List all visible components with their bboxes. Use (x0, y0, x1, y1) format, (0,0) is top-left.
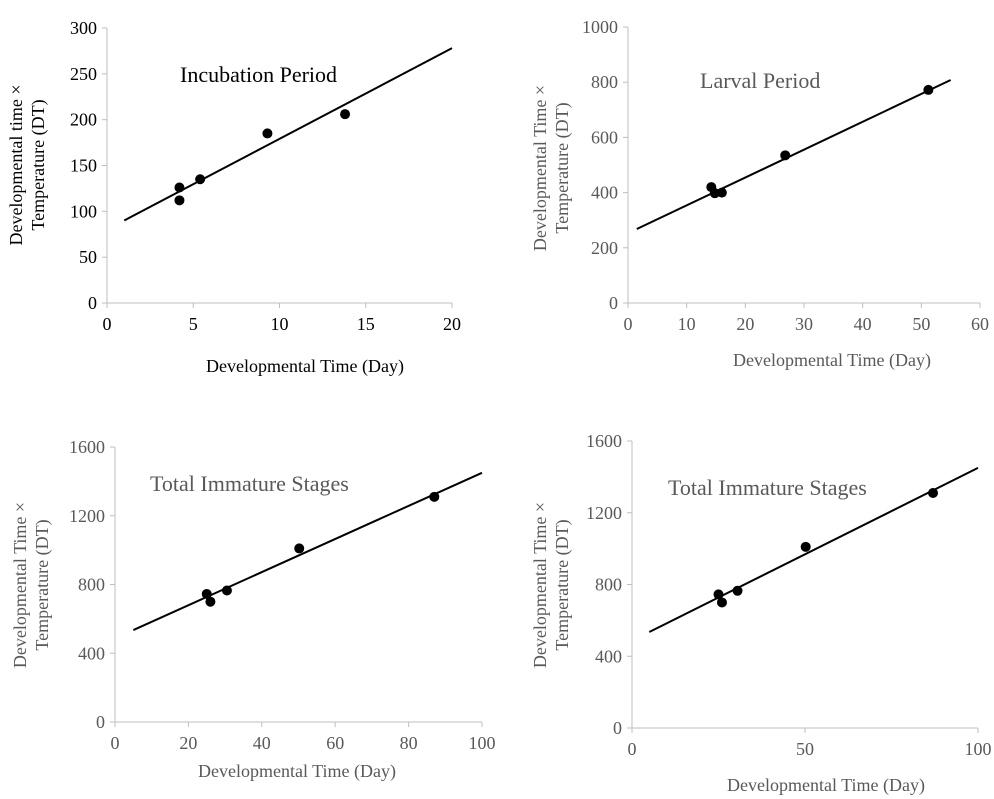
y-tick-label: 0 (96, 712, 105, 732)
y-axis-label: Developmental time × Temperature (DT) (6, 84, 49, 245)
data-point (429, 491, 440, 502)
y-axis-label-line: Developmental Time × (530, 85, 550, 251)
data-point (928, 488, 939, 499)
data-point (800, 541, 811, 552)
x-tick-label: 0 (624, 314, 633, 334)
y-tick-label: 1200 (69, 506, 105, 526)
data-point (262, 128, 273, 139)
y-tick-label: 200 (591, 238, 618, 258)
x-tick-label: 20 (179, 733, 197, 753)
y-axis-label-line: Developmental Time × (10, 502, 30, 668)
x-tick-label: 30 (795, 314, 813, 334)
y-axis-label-line: Temperature (DT) (552, 519, 573, 650)
y-tick-label: 100 (70, 201, 97, 221)
y-tick-label: 400 (591, 183, 618, 203)
y-axis-label-line: Temperature (DT) (32, 519, 53, 650)
x-tick-label: 15 (357, 314, 375, 334)
chart-3: 0 20 40 60 80 100 0 400 800 1200 1600 Total Immatur… (10, 437, 496, 782)
y-tick-label: 150 (70, 156, 97, 176)
data-point (174, 182, 185, 193)
x-tick-label: 100 (965, 739, 992, 759)
data-point (716, 187, 727, 198)
x-tick-label: 40 (854, 314, 872, 334)
y-tick-label: 1600 (586, 431, 622, 451)
y-tick-label: 400 (78, 643, 105, 663)
data-point (294, 543, 305, 554)
y-tick-label: 1200 (586, 503, 622, 523)
x-tick-label: 80 (400, 733, 418, 753)
x-tick-label: 10 (271, 314, 289, 334)
x-axis-label: Developmental Time (Day) (198, 761, 396, 782)
y-axis-label-line: Temperature (DT) (552, 102, 573, 233)
y-tick-label: 50 (79, 247, 97, 267)
chart-title: Total Immature Stages (668, 475, 867, 500)
y-tick-label: 600 (591, 127, 618, 147)
x-tick-label: 5 (189, 314, 198, 334)
y-axis-label: Developmental Time × Temperature (DT) (10, 502, 53, 668)
y-tick-label: 0 (609, 293, 618, 313)
data-point (340, 109, 351, 120)
data-point (780, 150, 791, 161)
y-tick-label: 400 (595, 646, 622, 666)
y-tick-label: 300 (70, 18, 97, 38)
data-point (221, 585, 232, 596)
data-point (195, 174, 206, 185)
chart-title: Total Immature Stages (150, 471, 349, 496)
trendline (132, 471, 483, 631)
x-tick-label: 100 (469, 733, 496, 753)
data-point (201, 588, 212, 599)
y-axis-label: Developmental Time × Temperature (DT) (530, 85, 573, 251)
y-tick-label: 800 (78, 575, 105, 595)
y-tick-label: 250 (70, 64, 97, 84)
x-tick-label: 0 (111, 733, 120, 753)
x-tick-label: 60 (326, 733, 344, 753)
data-point (205, 596, 216, 607)
x-tick-label: 0 (103, 314, 112, 334)
y-tick-label: 1600 (69, 437, 105, 457)
x-axis-label: Developmental Time (Day) (733, 350, 931, 371)
x-tick-label: 60 (971, 314, 989, 334)
y-tick-label: 0 (88, 293, 97, 313)
trendline (636, 79, 952, 230)
x-tick-label: 50 (796, 739, 814, 759)
y-axis-label-line: Temperature (DT) (28, 99, 49, 230)
y-tick-label: 800 (595, 575, 622, 595)
x-tick-label: 10 (678, 314, 696, 334)
chart-4: 0 50 100 0 400 800 1200 1600 Total Immature Stag… (530, 431, 992, 796)
y-axis-label-line: Developmental time × (6, 84, 26, 245)
x-tick-label: 20 (736, 314, 754, 334)
chart-title: Larval Period (700, 68, 820, 93)
y-tick-label: 200 (70, 110, 97, 130)
y-tick-label: 1000 (582, 17, 618, 37)
x-tick-label: 40 (253, 733, 271, 753)
x-tick-label: 20 (443, 314, 461, 334)
data-point (923, 84, 934, 95)
x-tick-label: 50 (912, 314, 930, 334)
data-point (713, 589, 724, 600)
x-tick-label: 0 (628, 739, 637, 759)
data-point (716, 597, 727, 608)
y-axis-label-line: Developmental Time × (530, 502, 550, 668)
y-tick-label: 800 (591, 72, 618, 92)
y-tick-label: 0 (613, 718, 622, 738)
data-point (732, 585, 743, 596)
y-axis-label: Developmental Time × Temperature (DT) (530, 502, 573, 668)
chart-title: Incubation Period (180, 62, 337, 87)
x-axis-label: Developmental Time (Day) (727, 775, 925, 796)
data-point (174, 195, 185, 206)
trendline (648, 467, 979, 633)
x-axis-label: Developmental Time (Day) (206, 356, 404, 377)
